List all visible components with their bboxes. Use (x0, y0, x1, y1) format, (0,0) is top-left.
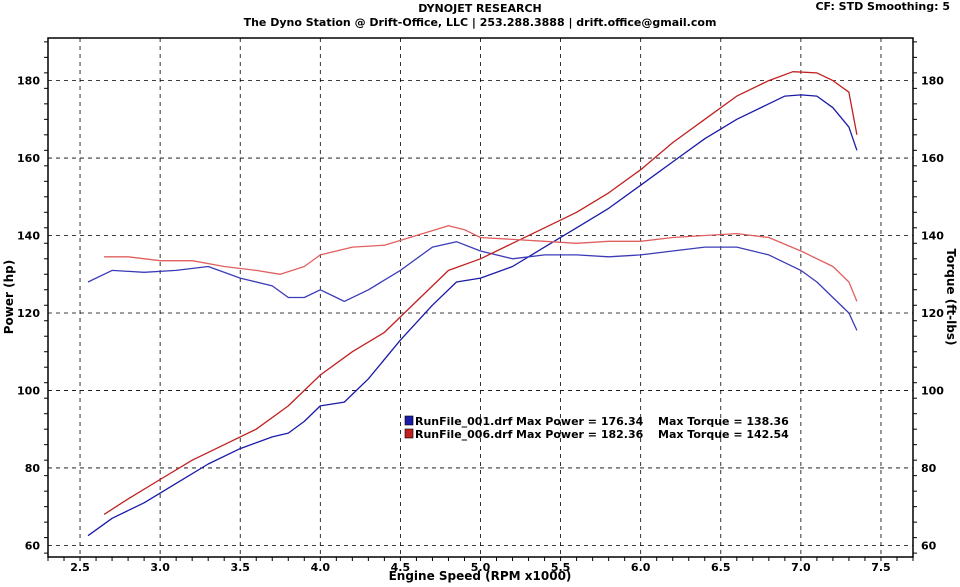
y-tick-label-left: 60 (25, 539, 41, 552)
y-tick-label-right: 100 (921, 384, 944, 397)
legend-max-power: Max Power = 182.36 (516, 428, 644, 441)
legend-max-torque: Max Torque = 138.36 (658, 415, 789, 428)
y-tick-label-right: 160 (921, 152, 944, 165)
chart-title: DYNOJET RESEARCH (418, 2, 542, 15)
y-tick-label-left: 140 (17, 230, 40, 243)
y-tick-label-right: 140 (921, 230, 944, 243)
x-tick-label: 2.5 (70, 561, 90, 574)
x-tick-label: 6.0 (631, 561, 651, 574)
y-tick-label-left: 120 (17, 307, 40, 320)
y-tick-label-right: 80 (921, 462, 937, 475)
y-tick-label-right: 120 (921, 307, 944, 320)
series-line-runfile-001-drf-power (87, 94, 858, 537)
y-tick-label-left: 80 (25, 462, 41, 475)
x-tick-label: 6.5 (711, 561, 731, 574)
y-axis-label-left: Power (hp) (2, 260, 16, 334)
x-tick-label: 4.0 (311, 561, 331, 574)
legend-max-power: Max Power = 176.34 (516, 415, 644, 428)
x-tick-label: 5.0 (471, 561, 491, 574)
legend-swatch (404, 428, 414, 439)
legend-swatch (404, 415, 414, 426)
x-tick-label: 5.5 (551, 561, 571, 574)
correction-factor-info: CF: STD Smoothing: 5 (815, 0, 950, 13)
legend-file: RunFile_001.drf (415, 415, 513, 428)
y-tick-label-right: 60 (921, 539, 937, 552)
x-axis-label: Engine Speed (RPM x1000) (389, 569, 572, 583)
legend-max-torque: Max Torque = 142.54 (658, 428, 789, 441)
x-tick-label: 3.0 (150, 561, 170, 574)
y-tick-label-left: 180 (17, 75, 40, 88)
y-tick-label-right: 180 (921, 75, 944, 88)
legend-file: RunFile_006.drf (415, 428, 513, 441)
x-tick-label: 4.5 (391, 561, 411, 574)
y-tick-label-left: 160 (17, 152, 40, 165)
series-line-runfile-006-drf-torque (104, 225, 858, 302)
x-tick-label: 7.0 (791, 561, 811, 574)
series-line-runfile-001-drf-torque (87, 241, 858, 331)
y-tick-label-left: 100 (17, 384, 40, 397)
chart-subtitle: The Dyno Station @ Drift-Office, LLC | 2… (243, 16, 717, 29)
x-tick-label: 7.5 (871, 561, 891, 574)
y-axis-label-right: Torque (ft-lbs) (944, 249, 958, 346)
x-tick-label: 3.5 (230, 561, 250, 574)
series-line-runfile-006-drf-power (103, 71, 858, 515)
